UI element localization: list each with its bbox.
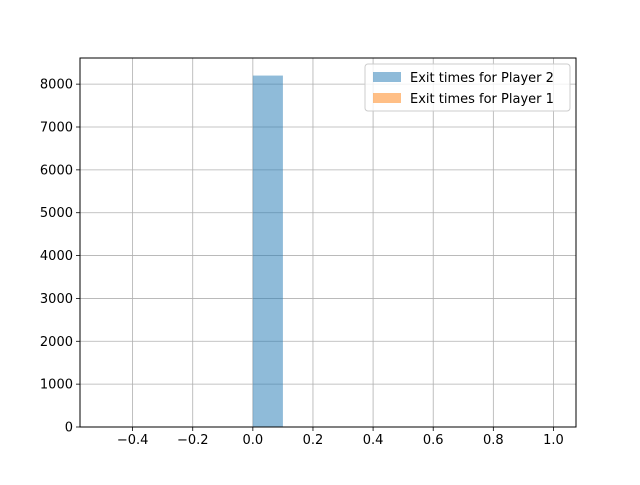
bars-layer (252, 75, 283, 428)
ticks-layer: −0.4 −0.2 0.0 0.2 0.4 0.6 0.8 1.0 0 1000 2000 3000 4… (40, 78, 564, 448)
y-tick-label: 0 (65, 421, 73, 436)
y-tick-label: 4000 (40, 249, 73, 264)
x-tick-label: 0.2 (303, 433, 324, 448)
legend-box (364, 63, 571, 112)
x-tick-label: −0.4 (117, 433, 149, 448)
y-tick-label: 7000 (40, 121, 73, 136)
x-tick-label: 0.8 (483, 433, 504, 448)
x-tick-label: 0.4 (363, 433, 384, 448)
plot-area-frame (79, 57, 577, 428)
x-tick-label: −0.2 (177, 433, 209, 448)
x-tick-label: 0.6 (423, 433, 444, 448)
y-tick-label: 8000 (40, 78, 73, 93)
y-tick-label: 6000 (40, 163, 73, 178)
legend-swatch (373, 72, 401, 82)
x-tick-label: 1.0 (543, 433, 564, 448)
y-tick-label: 5000 (40, 206, 73, 221)
y-tick-label: 1000 (40, 378, 73, 393)
legend-label: Exit times for Player 1 (410, 92, 554, 107)
y-tick-label: 3000 (40, 292, 73, 307)
legend: Exit times for Player 2 Exit times for Pl… (364, 63, 571, 112)
histogram-bar (252, 75, 283, 428)
x-tick-label: 0.0 (243, 433, 264, 448)
y-tick-label: 2000 (40, 335, 73, 350)
legend-label: Exit times for Player 2 (410, 71, 554, 86)
legend-swatch (373, 93, 401, 103)
